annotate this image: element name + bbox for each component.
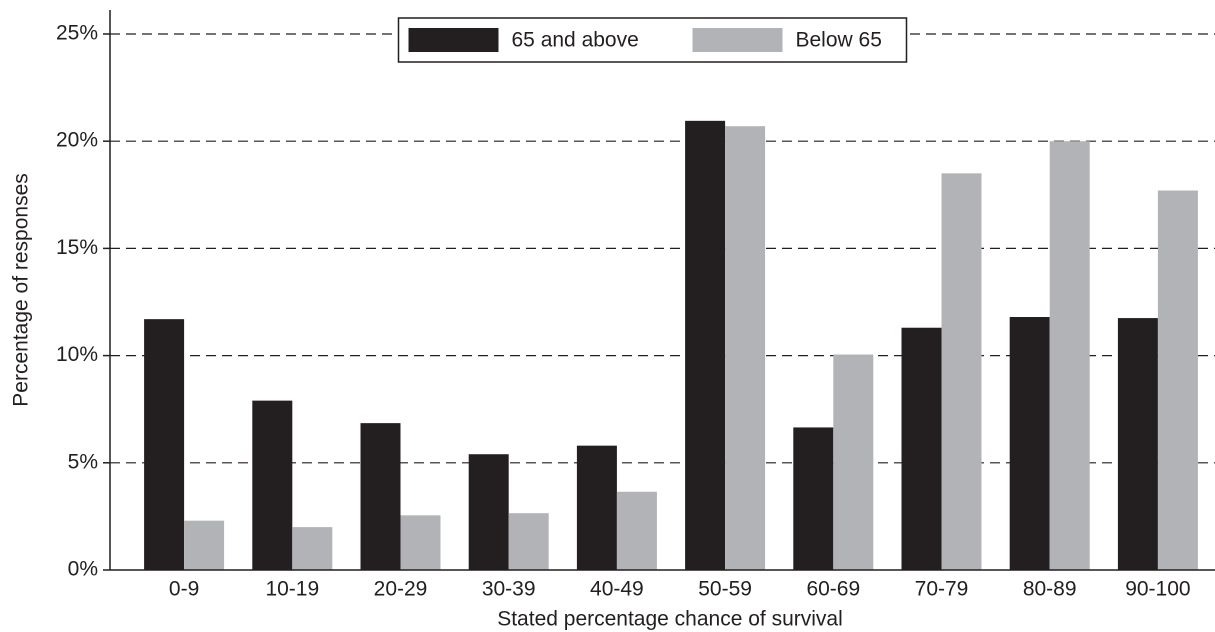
y-tick-label: 20% xyxy=(56,129,98,152)
x-tick-label: 90-100 xyxy=(1125,578,1190,601)
x-axis-title: Stated percentage chance of survival xyxy=(497,608,843,631)
y-tick-label: 15% xyxy=(56,236,98,259)
bar xyxy=(1157,190,1198,570)
x-tick-label: 10-19 xyxy=(265,578,319,601)
bar xyxy=(685,120,726,570)
bar xyxy=(576,445,617,570)
y-axis-title: Percentage of responses xyxy=(10,173,33,406)
bar xyxy=(616,491,657,570)
bar xyxy=(901,327,942,570)
legend-label: 65 and above xyxy=(512,29,639,52)
bar xyxy=(833,354,874,570)
x-tick-label: 30-39 xyxy=(482,578,536,601)
x-tick-label: 50-59 xyxy=(698,578,752,601)
x-tick-label: 70-79 xyxy=(915,578,969,601)
legend-swatch xyxy=(408,28,499,52)
x-tick-label: 60-69 xyxy=(806,578,860,601)
bar xyxy=(400,515,441,570)
x-tick-label: 40-49 xyxy=(590,578,644,601)
bar xyxy=(1117,318,1158,570)
bar xyxy=(292,527,333,570)
x-tick-label: 20-29 xyxy=(374,578,428,601)
bar xyxy=(941,173,982,571)
bar xyxy=(793,427,834,570)
bar xyxy=(1049,141,1090,570)
y-tick-label: 10% xyxy=(56,343,98,366)
y-tick-label: 25% xyxy=(56,22,98,45)
bar xyxy=(468,454,509,570)
bar xyxy=(1009,317,1050,570)
legend-swatch xyxy=(692,28,783,52)
legend-label: Below 65 xyxy=(796,29,882,52)
bar xyxy=(725,126,766,570)
x-tick-label: 80-89 xyxy=(1023,578,1077,601)
y-tick-label: 5% xyxy=(68,450,98,473)
bar xyxy=(144,319,185,570)
bar xyxy=(252,400,293,570)
bar xyxy=(360,423,401,570)
x-tick-label: 0-9 xyxy=(169,578,199,601)
y-tick-label: 0% xyxy=(68,558,98,581)
bar xyxy=(184,520,225,570)
bar xyxy=(508,513,549,570)
